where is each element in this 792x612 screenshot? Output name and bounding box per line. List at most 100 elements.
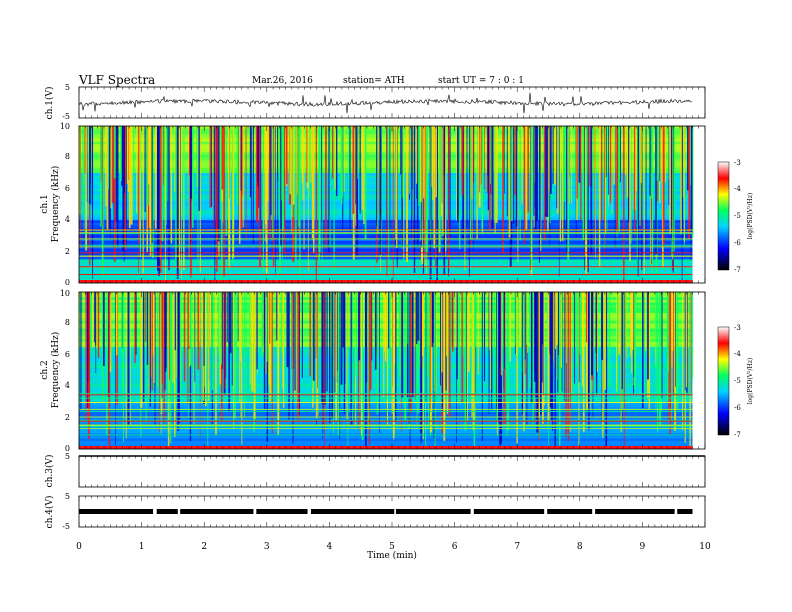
- spectrogram-burst: [146, 126, 149, 206]
- spectrogram-burst: [673, 126, 675, 252]
- spectrogram-burst: [183, 126, 185, 255]
- spectrogram-burst: [189, 292, 192, 365]
- spectrogram-burst: [240, 126, 242, 191]
- spectrogram-burst: [138, 126, 140, 273]
- spectrogram-burst: [471, 292, 473, 398]
- spectrogram-burst: [88, 292, 90, 439]
- spectrogram-burst: [411, 126, 413, 238]
- spectrogram-burst: [332, 292, 334, 434]
- spectrogram-burst: [571, 126, 573, 205]
- spectrogram-burst: [135, 292, 137, 355]
- spectrogram-burst: [101, 126, 104, 277]
- spectrogram-burst: [145, 292, 147, 423]
- spectrogram-burst: [534, 292, 537, 353]
- spectrogram-row: [79, 248, 693, 253]
- spectrogram-burst: [456, 126, 458, 221]
- spectrogram-burst: [394, 292, 396, 365]
- ch1-colorbar: -3 -4 -5 -6 -7 log(PSD(V²/Hz): [717, 159, 754, 274]
- spectrogram-burst: [446, 292, 448, 356]
- spectrogram-tone-line: [79, 394, 693, 396]
- spectrogram-burst: [296, 126, 299, 195]
- spectrogram-burst: [509, 126, 512, 268]
- spectrogram-burst: [402, 126, 405, 198]
- spectrogram-burst: [491, 292, 493, 410]
- spectrogram-burst: [547, 292, 548, 381]
- spectrogram-burst: [288, 292, 290, 418]
- spectrogram-burst: [199, 292, 201, 342]
- spectrogram-burst: [477, 292, 479, 375]
- spectrogram-burst: [199, 126, 201, 273]
- spectrogram-burst: [565, 126, 566, 197]
- spectrogram-burst: [236, 126, 239, 206]
- spectrogram-burst: [547, 292, 550, 423]
- spectrogram-burst: [277, 292, 279, 435]
- spectrogram-burst: [275, 126, 276, 274]
- spectrogram-burst: [448, 292, 451, 418]
- spectrogram-burst: [290, 126, 292, 233]
- spectrogram-burst: [681, 126, 683, 281]
- spectrogram-burst: [262, 126, 264, 276]
- spectrogram-burst: [198, 126, 201, 211]
- spectrogram-tone-line: [79, 266, 693, 268]
- spectrogram-burst: [211, 292, 214, 391]
- spectrogram-burst: [615, 292, 618, 392]
- spectrogram-burst: [299, 126, 301, 277]
- spectrogram-burst: [440, 126, 443, 216]
- spectrogram-burst: [256, 292, 258, 370]
- time-tick-label-6: 6: [452, 542, 458, 552]
- spectrogram-burst: [616, 126, 619, 232]
- spectrogram-burst: [401, 126, 403, 249]
- spectrogram-burst: [242, 126, 244, 228]
- spectrogram-row: [79, 367, 693, 371]
- spectrogram-burst: [139, 126, 141, 231]
- spectrogram-burst: [127, 292, 130, 426]
- spectrogram-tone-line: [79, 229, 693, 231]
- spectrogram-burst: [153, 292, 155, 384]
- spectrogram-burst: [374, 292, 377, 370]
- spectrogram-burst: [315, 292, 317, 359]
- spectrogram-burst: [343, 292, 346, 384]
- spectrogram-burst: [364, 126, 367, 240]
- ch1-waveform-ylabel: ch.1(V): [44, 87, 55, 120]
- ch1-colorbar-label: log(PSD(V²/Hz): [747, 193, 754, 240]
- spectrogram-row: [79, 152, 693, 156]
- spectrogram-burst: [559, 126, 562, 242]
- spectrogram-burst: [292, 126, 295, 205]
- spectrogram-burst: [115, 126, 118, 222]
- spectrogram-burst: [489, 292, 490, 351]
- spectrogram-burst: [138, 126, 140, 244]
- spectrogram-burst: [506, 126, 508, 217]
- spectrogram-burst: [424, 126, 426, 268]
- spectrogram-burst: [443, 126, 446, 275]
- spectrogram-burst: [151, 126, 154, 258]
- spectrogram-burst: [241, 292, 243, 358]
- spectrogram-burst: [211, 126, 213, 207]
- spectrogram-burst: [258, 126, 260, 208]
- spectrogram-burst: [269, 292, 272, 402]
- spectrogram-burst: [148, 292, 151, 399]
- spectrogram-burst: [655, 292, 657, 411]
- spectrogram-burst: [436, 126, 439, 283]
- spectrogram-burst: [441, 292, 443, 373]
- spectrogram-burst: [626, 126, 629, 198]
- spectrogram-row: [79, 183, 693, 187]
- spectrogram-burst: [479, 126, 481, 193]
- spectrogram-burst: [340, 292, 343, 385]
- spectrogram-row: [79, 365, 693, 369]
- spectrogram-burst: [586, 292, 588, 343]
- spectrogram-burst: [101, 292, 104, 403]
- ch1-colorbar-tick-m4: -4: [734, 185, 741, 193]
- spectrogram-burst: [538, 292, 540, 440]
- spectrogram-burst: [197, 292, 200, 370]
- spectrogram-burst: [158, 126, 160, 276]
- time-tick-marks: [78, 87, 706, 527]
- spectrogram-burst: [377, 126, 379, 234]
- ch2-colorbar-gradient: [717, 326, 730, 436]
- spectrogram-burst: [643, 126, 645, 190]
- ch2-colorbar-tick-m5: -5: [734, 377, 741, 385]
- spectrogram-burst: [188, 126, 191, 176]
- spectrogram-burst: [534, 126, 537, 230]
- spectrogram-burst: [623, 292, 625, 448]
- spectrogram-burst: [151, 126, 153, 244]
- spectrogram-burst: [123, 126, 125, 262]
